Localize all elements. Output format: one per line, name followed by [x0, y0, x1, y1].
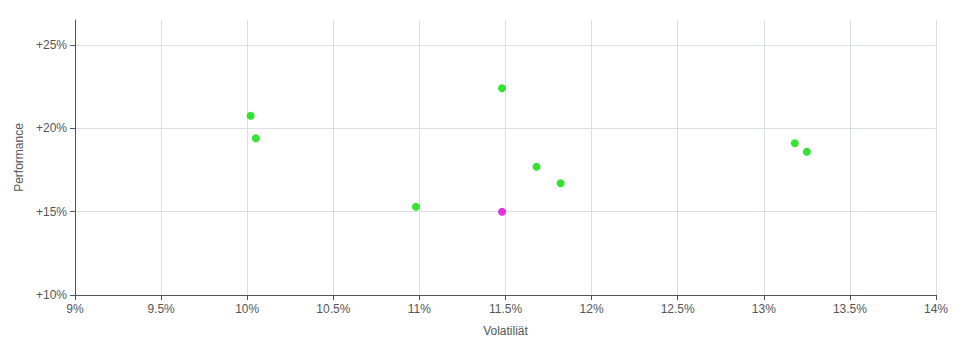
svg-text:Performance: Performance	[12, 123, 26, 192]
svg-text:14%: 14%	[924, 302, 948, 316]
svg-text:Volatiliät: Volatiliät	[483, 324, 528, 338]
svg-text:12.5%: 12.5%	[661, 302, 695, 316]
svg-text:+25%: +25%	[36, 38, 67, 52]
svg-text:11.5%: 11.5%	[489, 302, 522, 316]
svg-text:+15%: +15%	[36, 205, 67, 219]
svg-text:12%: 12%	[580, 302, 604, 316]
svg-text:+20%: +20%	[36, 121, 67, 135]
svg-text:9%: 9%	[66, 302, 84, 316]
svg-text:13%: 13%	[752, 302, 776, 316]
svg-text:13.5%: 13.5%	[833, 302, 867, 316]
svg-text:+10%: +10%	[36, 288, 67, 302]
svg-text:10.5%: 10.5%	[316, 302, 350, 316]
svg-text:10%: 10%	[235, 302, 259, 316]
svg-text:11%: 11%	[408, 302, 431, 316]
svg-text:9.5%: 9.5%	[147, 302, 175, 316]
